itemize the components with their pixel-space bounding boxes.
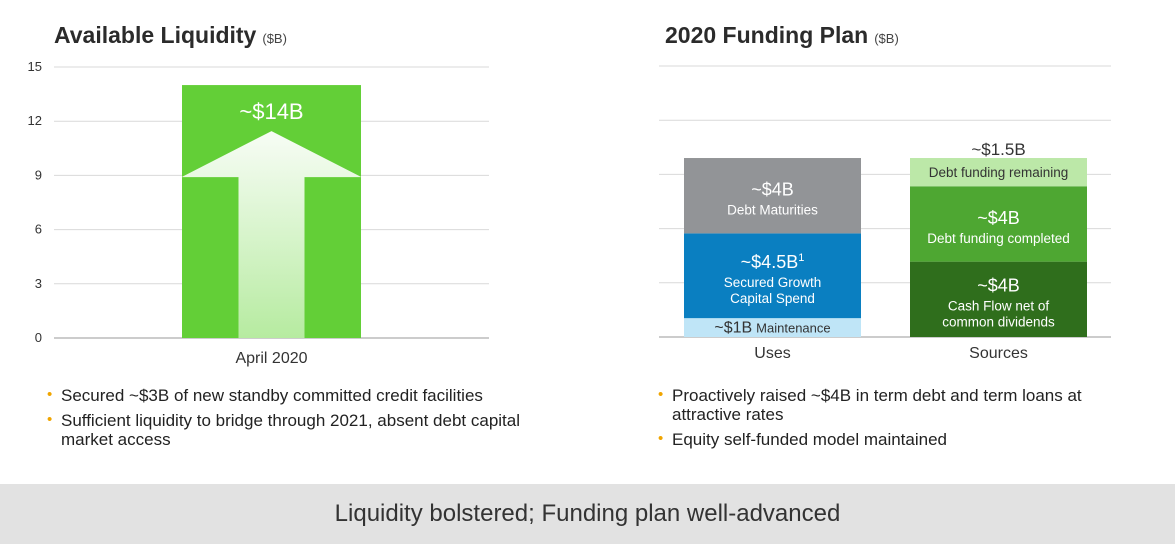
segment-amount: ~$4B [751,180,794,200]
segment-name: Debt funding remaining [929,165,1069,180]
segment-amount-value: ~$4B [977,208,1020,228]
segment-name: Capital Spend [730,291,815,306]
segment-amount: ~$4.5B1 [741,252,805,272]
stacked-segment [910,186,1087,262]
segment-amount: ~$1B [714,320,752,337]
stacked-segment [910,261,1087,337]
summary-text: Liquidity bolstered; Funding plan well-a… [334,500,841,527]
segment-amount-value: ~$4B [977,275,1020,295]
segment-name: Debt funding completed [927,231,1070,246]
bullet-dot-icon: • [47,411,53,428]
segment-label: ~$1B Maintenance [714,320,830,337]
funding-bullet-text: Equity self-funded model maintained [672,430,947,449]
bullet-dot-icon: • [47,386,53,403]
stacked-segment [684,318,861,337]
up-arrow-icon [181,131,362,338]
y-tick-label: 12 [28,113,42,128]
liquidity-title: Available Liquidity ($B) [54,22,287,49]
segment-amount: ~$4B [977,208,1020,228]
liquidity-bullet-text: Sufficient liquidity to bridge through 2… [61,411,520,449]
x-category-label: April 2020 [235,350,307,367]
liquidity-bullet-text: Secured ~$3B of new standby committed cr… [61,386,483,405]
segment-name: Maintenance [756,321,830,336]
y-tick-label: 15 [28,59,42,74]
segment-amount-value: ~$4B [751,180,794,200]
list-item: • Equity self-funded model maintained [658,430,1088,449]
y-tick-label: 9 [35,167,42,182]
y-tick-label: 3 [35,276,42,291]
liquidity-bullets: • Secured ~$3B of new standby committed c… [47,386,547,455]
bar-data-label: ~$14B [239,99,303,124]
segment-name: Debt Maturities [727,203,818,218]
segment-amount: ~$4B [977,275,1020,295]
funding-plan-title: 2020 Funding Plan ($B) [665,22,899,49]
summary-banner: Liquidity bolstered; Funding plan well-a… [0,484,1175,544]
x-category-label: Sources [969,345,1028,362]
segment-amount-value: ~$4.5B [741,252,799,272]
y-tick-label: 6 [35,222,42,237]
y-tick-label: 0 [35,330,42,345]
bullet-dot-icon: • [658,430,664,447]
bullet-dot-icon: • [658,386,664,403]
funding-bullets: • Proactively raised ~$4B in term debt an… [658,386,1088,455]
segment-amount: ~$1.5B [971,140,1025,159]
x-category-label: Uses [754,345,790,362]
liquidity-unit: ($B) [262,31,287,46]
list-item: • Sufficient liquidity to bridge through … [47,411,547,449]
segment-footnote-marker: 1 [798,252,804,264]
liquidity-title-text: Available Liquidity [54,22,257,48]
stacked-segment [910,158,1087,187]
segment-name: Secured Growth [724,275,822,290]
funding-bullet-text: Proactively raised ~$4B in term debt and… [672,386,1082,424]
segment-name: Cash Flow net of [948,298,1050,313]
stacked-segment [684,233,861,319]
segment-name: common dividends [942,314,1055,329]
funding-plan-title-text: 2020 Funding Plan [665,22,869,48]
list-item: • Proactively raised ~$4B in term debt an… [658,386,1088,424]
funding-plan-unit: ($B) [874,31,899,46]
list-item: • Secured ~$3B of new standby committed c… [47,386,547,405]
stacked-segment [684,158,861,234]
